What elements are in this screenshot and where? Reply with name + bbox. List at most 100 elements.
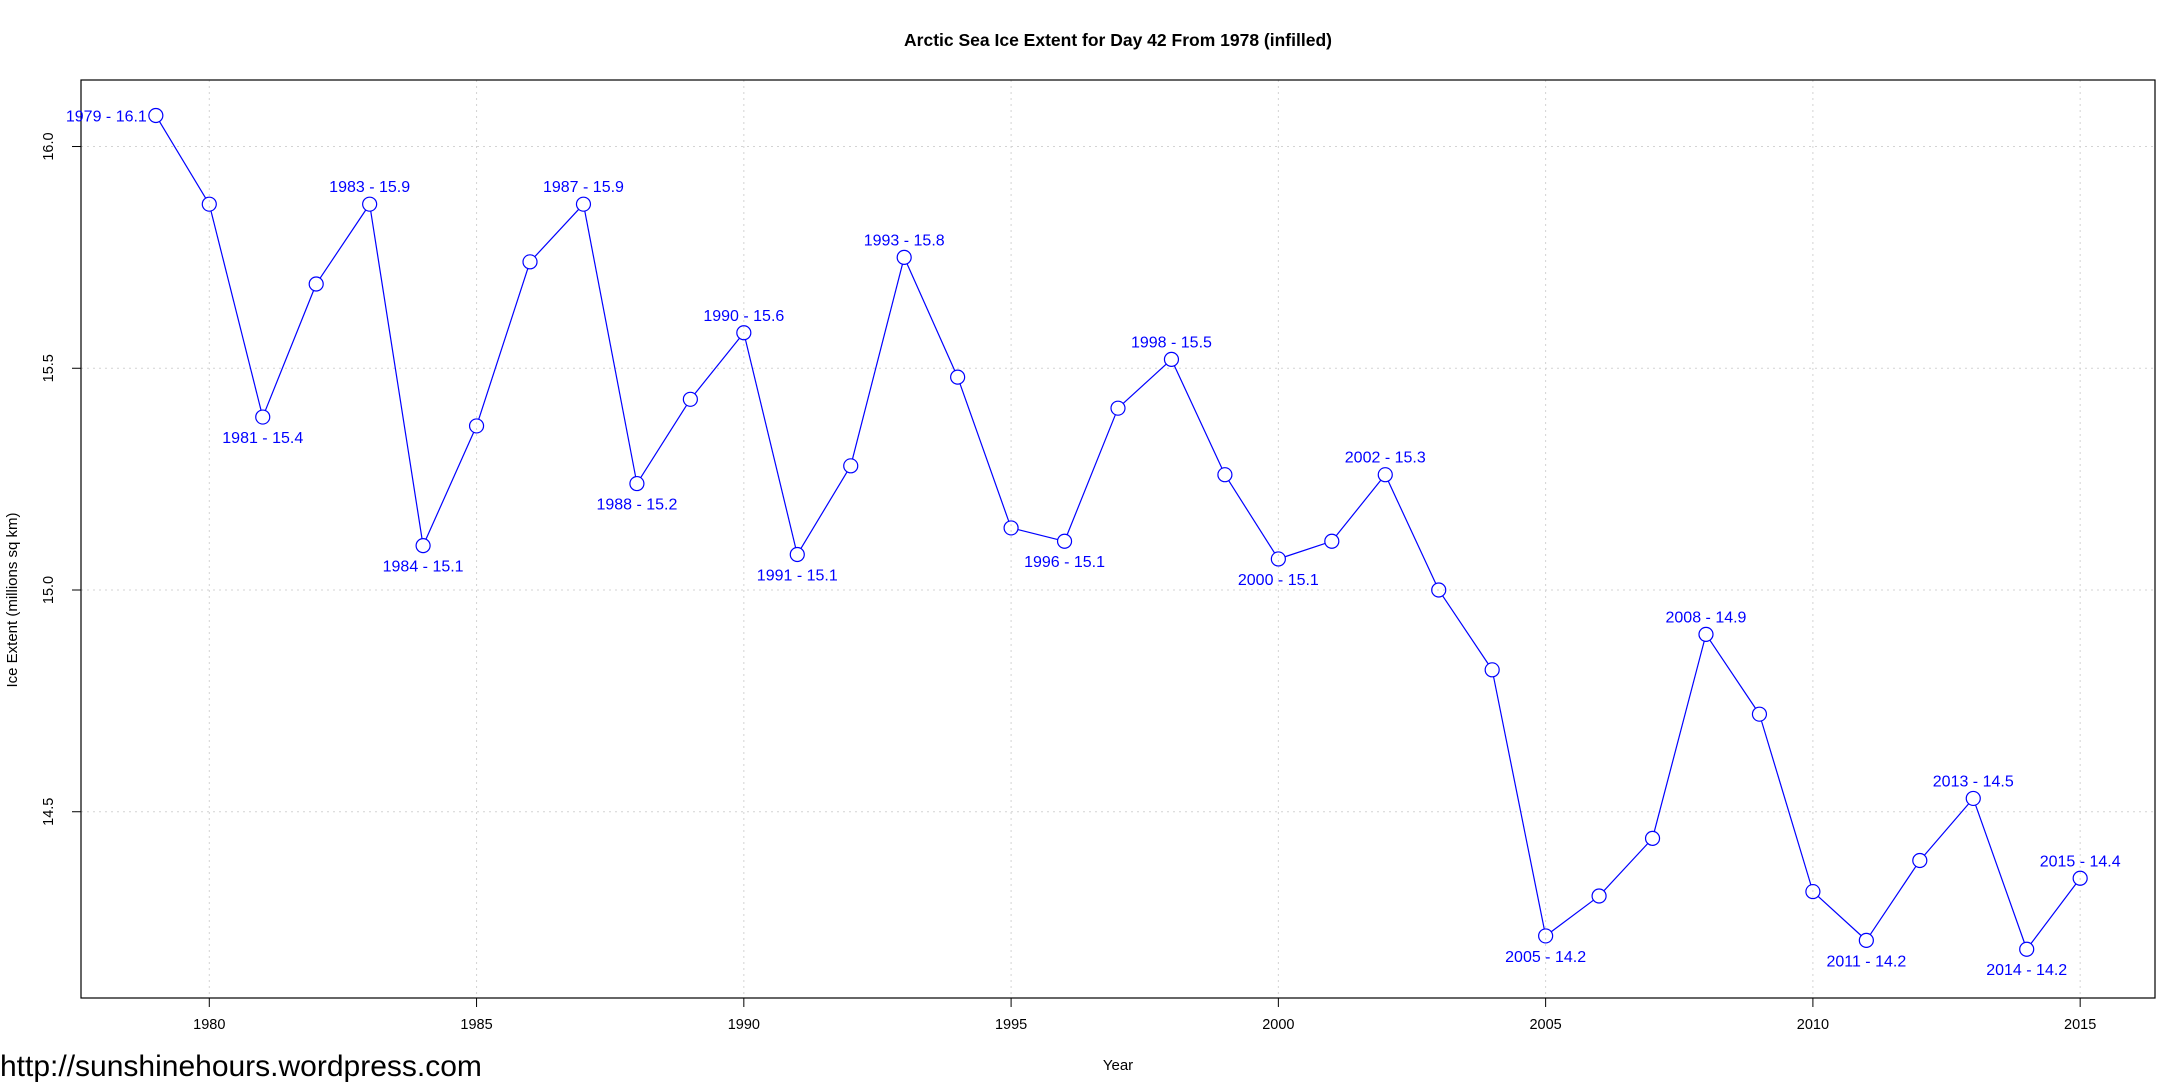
series-line-segment <box>370 210 423 539</box>
series-line-segment <box>694 337 740 395</box>
series-line-segment <box>1284 542 1326 558</box>
x-tick-label: 1990 <box>728 1017 760 1033</box>
data-point <box>1270 551 1286 567</box>
x-tick-label: 1980 <box>193 1017 225 1033</box>
y-tick-label: 15.5 <box>41 354 57 382</box>
data-point <box>1591 888 1607 904</box>
data-label: 1981 - 15.4 <box>222 430 303 447</box>
data-label: 1990 - 15.6 <box>703 308 784 325</box>
plot-frame <box>80 79 2156 999</box>
series-line-segment <box>158 121 207 199</box>
chart-title: Arctic Sea Ice Extent for Day 42 From 19… <box>904 30 1332 50</box>
series-line-segment <box>319 209 367 279</box>
data-point <box>736 325 752 341</box>
watermark-url: http://sunshinehours.wordpress.com <box>0 1050 482 1083</box>
series-line-segment <box>1653 640 1705 832</box>
data-label: 1984 - 15.1 <box>383 559 464 576</box>
data-point <box>1858 932 1874 948</box>
series-line-segment <box>1492 676 1545 930</box>
data-point <box>1217 467 1233 483</box>
data-point <box>896 249 912 265</box>
series-line-segment <box>1550 899 1594 933</box>
x-tick-label: 2005 <box>1529 1017 1561 1033</box>
x-axis-label: Year <box>1103 1057 1133 1074</box>
data-point <box>1751 706 1768 722</box>
data-point <box>1003 520 1019 536</box>
data-point <box>950 369 966 385</box>
x-axis: 1980 1985 1990 1995 2000 2005 2010 2015 <box>193 998 2096 1033</box>
series-line-segment <box>1228 480 1276 554</box>
data-label: 1996 - 15.1 <box>1024 554 1105 571</box>
y-tick-label: 15.0 <box>41 576 57 604</box>
data-point <box>575 196 592 212</box>
series-line-segment <box>534 208 580 258</box>
data-point <box>2072 870 2088 886</box>
x-tick-label: 1995 <box>995 1017 1027 1033</box>
data-label: 2008 - 14.9 <box>1666 609 1747 626</box>
data-point <box>1538 928 1554 944</box>
series-line-segment <box>1975 804 2025 943</box>
series-line-segment <box>1760 720 1812 886</box>
series-line-segment <box>478 268 529 420</box>
data-point <box>789 546 805 563</box>
data-point <box>1644 830 1661 846</box>
data-point <box>1912 852 1928 869</box>
data-point <box>522 254 538 270</box>
x-tick-label: 2015 <box>2064 1017 2096 1033</box>
series-line-segment <box>1173 365 1223 469</box>
data-label: 2000 - 15.1 <box>1238 572 1319 589</box>
series-line-segment <box>1387 480 1437 584</box>
series-line-segment <box>264 290 315 411</box>
series-line-segment <box>1709 639 1757 709</box>
data-point <box>1805 883 1821 900</box>
data-label: 1979 - 16.1 <box>66 108 147 125</box>
data-point <box>1431 582 1447 598</box>
data-point <box>2019 941 2035 957</box>
series-line-segment <box>906 263 956 371</box>
series-line-segment <box>1869 866 1917 935</box>
data-point <box>1698 626 1714 642</box>
data-labels: 1979 - 16.1 1981 - 15.4 1983 - 15.9 1984 - … <box>66 108 2121 979</box>
data-label: 1998 - 15.5 <box>1131 334 1212 351</box>
data-point <box>843 458 859 474</box>
series-line-segment <box>584 210 637 477</box>
y-axis: 14.5 15.0 15.5 16.0 <box>41 132 81 826</box>
series-line-segment <box>210 210 262 411</box>
series-line-segment <box>959 383 1010 522</box>
data-label: 1987 - 15.9 <box>543 179 624 196</box>
series-line-segment <box>1122 363 1167 404</box>
x-tick-label: 1985 <box>460 1017 492 1033</box>
y-axis-label: Ice Extent (millions sq km) <box>4 512 21 687</box>
series-line-segment <box>1817 895 1862 937</box>
series-line-segment <box>2030 883 2077 944</box>
data-point <box>1965 790 1981 807</box>
series-line-segment <box>1335 479 1382 537</box>
data-point <box>148 107 164 124</box>
series-line-segment <box>1442 595 1489 665</box>
x-tick-label: 2010 <box>1797 1017 1829 1033</box>
data-point <box>468 418 485 434</box>
series-line-segment <box>851 264 904 460</box>
data-label: 2013 - 14.5 <box>1933 773 2014 790</box>
data-label: 1983 - 15.9 <box>329 179 410 196</box>
data-label: 2015 - 14.4 <box>2040 853 2121 870</box>
series-line-segment <box>1017 529 1058 541</box>
data-point <box>1324 533 1340 549</box>
series-line-segment <box>425 432 475 540</box>
data-point <box>362 196 378 212</box>
y-tick-label: 14.5 <box>41 798 57 826</box>
data-point <box>415 538 431 554</box>
grid <box>81 80 2155 998</box>
data-label: 1993 - 15.8 <box>864 232 945 249</box>
data-label: 2011 - 14.2 <box>1826 953 1906 970</box>
data-point <box>201 196 217 212</box>
data-label: 2005 - 14.2 <box>1505 949 1586 966</box>
data-series <box>148 107 2088 957</box>
data-point <box>629 475 645 492</box>
series-line-segment <box>640 404 688 478</box>
data-point <box>255 409 271 425</box>
data-point <box>1163 351 1180 367</box>
series-line-segment <box>800 471 848 549</box>
data-point <box>682 391 698 407</box>
y-tick-label: 16.0 <box>41 132 57 160</box>
